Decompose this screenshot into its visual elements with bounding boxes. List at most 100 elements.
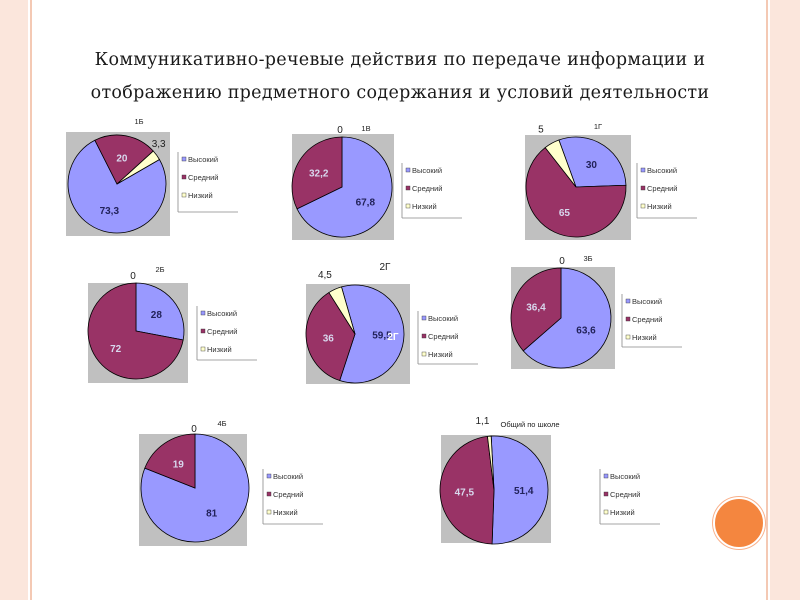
legend-swatch-low — [421, 351, 427, 357]
pie-slice-mid — [510, 267, 562, 352]
pie-chart-4: 28 72 0 2Б Высокий Средний Низкий — [87, 265, 257, 383]
data-label-mid: 36 — [323, 333, 335, 344]
data-label-high: 30 — [586, 160, 598, 171]
pie-slice-mid — [291, 136, 343, 210]
data-label-mid: 32,2 — [309, 168, 329, 179]
pie-slice-low — [487, 435, 495, 491]
legend-label-low: Низкий — [273, 508, 298, 517]
slide-title-line-2: отображению предметного содержания и усл… — [90, 83, 710, 103]
pie-slice-high — [490, 435, 549, 545]
legend-label-low: Низкий — [188, 191, 213, 200]
data-label-low: 1,1 — [475, 416, 489, 427]
legend-swatch-mid — [625, 316, 631, 322]
legend-label-mid: Средний — [647, 184, 678, 193]
legend-swatch-high — [421, 315, 427, 321]
legend-swatch-mid — [266, 491, 272, 497]
pie-slice-mid — [94, 134, 154, 185]
legend-label-low: Низкий — [207, 345, 232, 354]
pie-slice-high — [135, 282, 185, 341]
data-label-high: 28 — [151, 310, 163, 321]
legend-swatch-low — [640, 203, 646, 209]
pie-slice-low — [116, 150, 160, 185]
legend-label-high: Высокий — [188, 155, 218, 164]
legend-swatch-low — [200, 346, 206, 352]
legend-swatch-mid — [421, 333, 427, 339]
pie-caption-large: 2Г — [380, 262, 392, 273]
pie-chart-3: 30 65 5 1Г Высокий Средний Низкий — [525, 122, 697, 240]
slide-title: Коммуникативно-речевые действия по перед… — [40, 44, 760, 110]
pie-slice-mid — [87, 282, 184, 380]
legend-swatch-low — [405, 203, 411, 209]
legend-swatch-high — [405, 167, 411, 173]
legend-swatch-low — [603, 509, 609, 515]
pie-slice-mid — [305, 291, 356, 382]
data-label-mid: 47,5 — [455, 487, 475, 498]
data-label-low: 5 — [538, 125, 544, 136]
pie-caption: 1В — [361, 124, 370, 133]
pie-slice-low — [544, 139, 577, 188]
legend-label-high: Высокий — [207, 309, 237, 318]
legend-label-low: Низкий — [632, 333, 657, 342]
slide-title-line-1: Коммуникативно-речевые действия по перед… — [94, 50, 706, 70]
legend-swatch-high — [640, 167, 646, 173]
data-label-mid: 20 — [116, 153, 128, 164]
legend-label-mid: Средний — [273, 490, 304, 499]
legend-swatch-low — [625, 334, 631, 340]
legend-label-low: Низкий — [412, 202, 437, 211]
legend-swatch-mid — [181, 174, 187, 180]
legend-swatch-high — [603, 473, 609, 479]
pie-slice-low — [328, 286, 356, 335]
pie-slice-mid — [525, 147, 627, 238]
pie-chart-1: 73,3 20 3,3 1Б Высокий Средний Низкий — [66, 117, 238, 236]
pie-caption: 3Б — [583, 254, 592, 263]
data-label-low: 4,5 — [318, 270, 332, 281]
pie-caption: Общий по школе — [500, 420, 559, 429]
legend-swatch-high — [625, 298, 631, 304]
decorative-orange-circle — [713, 497, 765, 549]
legend-label-mid: Средний — [632, 315, 663, 324]
legend-label-high: Высокий — [273, 472, 303, 481]
data-label-high: 63,6 — [576, 325, 596, 336]
pie-chart-2: 67,8 32,2 0 1В Высокий Средний Низкий — [291, 124, 462, 240]
pie-chart-7: 81 19 0 4Б Высокий Средний Низкий — [139, 419, 323, 546]
legend-label-mid: Средний — [207, 327, 238, 336]
legend-swatch-high — [181, 156, 187, 162]
legend-label-high: Высокий — [412, 166, 442, 175]
data-label-low: 0 — [191, 424, 197, 435]
pie-chart-6: 63,6 36,4 0 3Б Высокий Средний Низкий — [510, 254, 682, 369]
data-label-low: 0 — [559, 256, 565, 267]
legend-swatch-high — [200, 310, 206, 316]
legend-swatch-mid — [200, 328, 206, 334]
pie-slice-mid — [439, 435, 495, 545]
legend-label-mid: Средний — [412, 184, 443, 193]
legend-swatch-high — [266, 473, 272, 479]
legend-label-high: Высокий — [610, 472, 640, 481]
data-label-mid: 72 — [110, 344, 122, 355]
left-decorative-strip — [0, 0, 28, 600]
data-label-high: 67,8 — [356, 198, 376, 209]
data-label-low: 0 — [130, 271, 136, 282]
pie-slice-mid — [144, 433, 196, 489]
pie-slice-high — [558, 136, 627, 188]
pie-slice-high — [339, 284, 405, 384]
right-decorative-line — [766, 0, 768, 600]
data-label-high: 59,5 — [372, 331, 392, 342]
left-decorative-line — [30, 0, 32, 600]
right-decorative-strip — [770, 0, 800, 600]
legend-label-low: Низкий — [428, 350, 453, 359]
pie-slice-high — [522, 267, 612, 369]
legend-label-low: Низкий — [610, 508, 635, 517]
legend-label-high: Высокий — [428, 314, 458, 323]
pie-caption: 2Б — [155, 265, 164, 274]
data-label-high: 51,4 — [514, 486, 534, 497]
data-label-low: 0 — [337, 125, 343, 136]
data-label-mid: 36,4 — [526, 303, 546, 314]
legend-label-mid: Средний — [610, 490, 641, 499]
pie-caption: 1Г — [594, 122, 602, 131]
data-label-mid: 19 — [173, 459, 185, 470]
pie-slice-high — [296, 136, 393, 238]
legend-label-mid: Средний — [428, 332, 459, 341]
data-label-mid: 65 — [559, 208, 571, 219]
legend-swatch-mid — [405, 185, 411, 191]
